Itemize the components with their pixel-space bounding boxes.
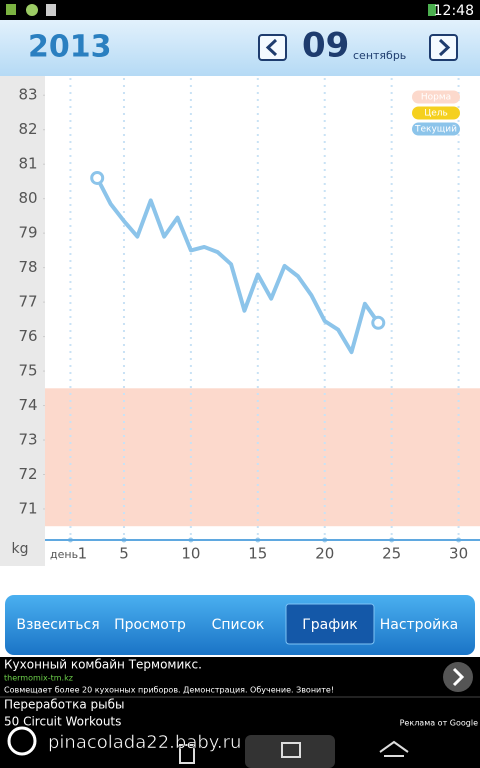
y-tick-label: 83 [18, 86, 37, 104]
next-button[interactable] [429, 34, 458, 61]
legend-label: Текущий [414, 125, 457, 135]
x-tick-label: 20 [315, 545, 334, 563]
ad-arrow-icon [452, 667, 465, 687]
y-tick-label: 81 [18, 155, 37, 173]
x-tick-label: 1 [78, 545, 88, 563]
legend-swatch [412, 106, 460, 120]
next-icon [438, 38, 451, 57]
legend-label: Цель [424, 109, 448, 119]
norm-band [45, 388, 480, 527]
y-tick-label: 75 [18, 362, 37, 380]
y-tick-label: 76 [18, 327, 37, 345]
tab[interactable]: Настройка [380, 617, 459, 633]
year: 2013 [28, 30, 112, 65]
month: сентябрь [353, 49, 406, 62]
ad-url: thermomix-tm.kz [4, 674, 73, 683]
status-bar [0, 0, 480, 20]
endpoint [90, 170, 105, 185]
tab[interactable]: Просмотр [114, 617, 186, 633]
ad-text: Совмещает более 20 кухонных приборов. Де… [4, 686, 334, 695]
x-tick-label: 10 [181, 545, 200, 563]
y-tick-label: 77 [18, 293, 37, 311]
tab[interactable]: График [302, 617, 358, 633]
ad-item[interactable]: Переработка рыбы [4, 698, 125, 712]
legend-label: Норма [421, 93, 451, 103]
ad-credit: Реклама от Google [400, 719, 478, 728]
y-tick-label: 74 [18, 396, 37, 414]
nav-highlight [245, 735, 335, 768]
tab-selected [285, 603, 375, 645]
series-line [95, 177, 380, 355]
tab[interactable]: Список [212, 617, 265, 633]
x-tick-label: 25 [382, 545, 401, 563]
prev-button[interactable] [258, 34, 287, 61]
status-icon [6, 4, 16, 15]
x-tick-label: 5 [119, 545, 129, 563]
watermark-icon [7, 726, 37, 756]
x-tick-label: 30 [449, 545, 468, 563]
watermark: pinacolada22.baby.ru [48, 732, 241, 753]
status-icon [46, 4, 56, 16]
prev-icon [265, 38, 278, 57]
y-tick-label: 82 [18, 120, 37, 138]
header [0, 20, 480, 76]
legend-swatch [412, 122, 460, 136]
status-icon [26, 4, 38, 16]
x-tick-label: 15 [248, 545, 267, 563]
nav-recent[interactable] [281, 742, 301, 758]
x-axis-label: день [50, 548, 78, 561]
ad-title[interactable]: Кухонный комбайн Термомикс. [4, 658, 202, 672]
battery [428, 4, 436, 16]
endpoint [371, 315, 386, 330]
clock: 12:48 [434, 3, 474, 19]
y-tick-label: 71 [18, 499, 37, 517]
tab[interactable]: Взвеситься [16, 617, 99, 633]
ad-item[interactable]: 50 Circuit Workouts [4, 715, 121, 729]
day: 09 [302, 26, 349, 66]
ad-banner [0, 657, 480, 768]
y-tick-label: 80 [18, 189, 37, 207]
y-tick-label: 73 [18, 431, 37, 449]
y-tick-label: 72 [18, 465, 37, 483]
y-axis-label: kg [12, 541, 29, 557]
ad-arrow[interactable] [443, 662, 473, 692]
nav-home-icon[interactable] [179, 744, 195, 764]
nav-home[interactable] [379, 740, 409, 757]
y-axis-panel [0, 76, 45, 566]
y-tick-label: 79 [18, 224, 37, 242]
legend-swatch [412, 90, 460, 104]
y-tick-label: 78 [18, 258, 37, 276]
tabs: Взвеситься Просмотр Список График Настройка [16, 603, 459, 645]
